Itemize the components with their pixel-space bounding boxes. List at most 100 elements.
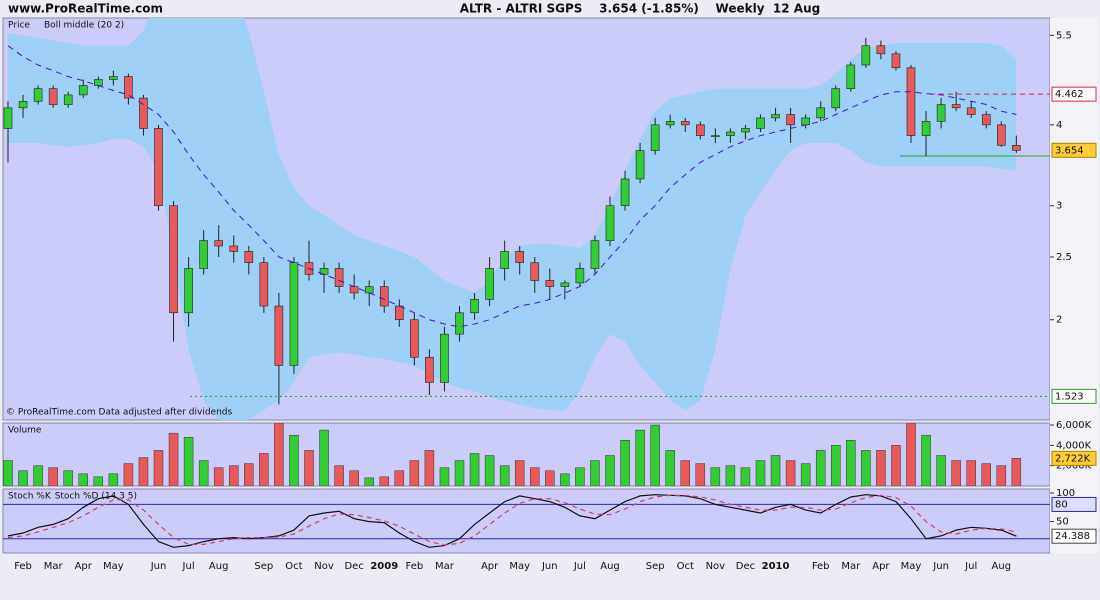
candle-body: [184, 268, 193, 314]
volume-bar: [635, 429, 645, 486]
volume-bar: [304, 450, 314, 486]
x-tick-label: Jun: [932, 561, 949, 572]
candle-body: [650, 124, 660, 151]
candle-body: [319, 268, 329, 275]
x-tick-label: Jun: [150, 561, 167, 572]
volume-bar: [63, 470, 73, 486]
label-box: [1051, 528, 1097, 544]
candle-body: [124, 76, 133, 99]
volume-bar: [499, 465, 510, 486]
volume-bar: [259, 453, 269, 486]
candle-body: [741, 128, 750, 133]
label-box: [1051, 388, 1097, 404]
candle-body: [63, 94, 73, 105]
volume-bar: [334, 465, 344, 486]
candle-body: [590, 240, 600, 269]
volume-bar: [785, 460, 796, 486]
candle-body: [605, 205, 615, 241]
x-tick-label: Nov: [314, 561, 334, 572]
candle-body: [575, 268, 585, 284]
value-label: 2,722K: [1055, 453, 1091, 464]
x-tick-label: Jul: [182, 561, 195, 572]
candle-body: [951, 104, 961, 109]
x-tick-label: Mar: [841, 561, 861, 572]
candle-body: [861, 45, 871, 66]
label-box: [1051, 86, 1097, 102]
volume-bar: [710, 467, 721, 486]
x-tick-label: Feb: [812, 561, 830, 572]
stoch-panel: [2, 488, 1051, 554]
candle-body: [289, 262, 299, 366]
legend-entry: Boll middle (20 2): [44, 21, 124, 31]
legend-price: Price: [8, 21, 30, 31]
volume-layer: [3, 423, 1022, 486]
volume-bar: [78, 473, 88, 486]
candle-body: [334, 268, 344, 287]
x-tick-label: 2009: [370, 561, 398, 572]
volume-bar: [33, 465, 43, 486]
volume-bar: [846, 440, 856, 486]
overlay: 4.462 1.523 2 2.5 3 4 5.5 3.654 Price Boll middle…: [8, 21, 1097, 572]
volume-bar: [439, 467, 450, 486]
candle-body: [425, 356, 434, 383]
volume-bar: [951, 460, 961, 486]
volume-bar: [244, 463, 254, 486]
candle-body: [244, 251, 254, 263]
x-tick-label: May: [509, 561, 530, 572]
x-tick-label: Dec: [344, 561, 363, 572]
candle-body: [695, 124, 705, 136]
chart-title: ALTR - ALTRI SGPS 3.654 (-1.85%) Weekly …: [460, 2, 820, 16]
candle-body: [981, 114, 991, 126]
panel-title: Volume: [8, 426, 42, 436]
value-label: 4.462: [1055, 89, 1084, 100]
volume-bar: [936, 455, 946, 486]
volume-bar: [740, 467, 751, 486]
volume-bar: [108, 473, 119, 486]
candle-body: [1012, 144, 1021, 151]
volume-bar: [379, 476, 389, 486]
volume-bar: [289, 434, 299, 486]
candle-body: [485, 268, 494, 300]
volume-bar: [48, 467, 58, 486]
y-tick-label: 6,000K: [1056, 420, 1092, 431]
volume-bar: [364, 477, 374, 486]
volume-bar: [560, 473, 570, 486]
candle-body: [229, 245, 239, 252]
x-tick-label: Oct: [285, 561, 302, 572]
volume-bar: [514, 460, 525, 486]
candle-body: [78, 85, 88, 96]
volume-bar: [831, 445, 841, 486]
volume-bar: [966, 460, 976, 486]
candle-body: [18, 100, 28, 109]
stoch-layer: [3, 494, 1050, 548]
site-name: www.ProRealTime.com: [8, 2, 163, 16]
volume-bar: [680, 460, 690, 486]
volume-bar: [213, 467, 224, 486]
volume-bar: [861, 450, 871, 486]
candle-body: [711, 135, 720, 137]
candle-body: [364, 286, 374, 294]
candle-body: [665, 121, 675, 126]
volume-bar: [650, 424, 660, 486]
label-box: [1051, 142, 1097, 158]
y-tick-label: 50: [1056, 517, 1069, 528]
volume-bar: [138, 457, 149, 486]
volume-bar: [921, 434, 931, 486]
volume-bar: [1011, 458, 1022, 486]
x-tick-label: Nov: [706, 561, 726, 572]
volume-bar: [469, 453, 480, 486]
candle-body: [259, 262, 269, 307]
x-tick-label: Dec: [736, 561, 755, 572]
volume-bar: [815, 450, 826, 486]
y-tick-label: 100: [1056, 488, 1075, 499]
x-tick-label: Feb: [405, 561, 423, 572]
candle-body: [394, 305, 404, 321]
candle-body: [726, 131, 735, 136]
stoch-line: [7, 494, 1017, 546]
legend-entry: Stoch %K: [8, 492, 52, 502]
x-tick-label: Jul: [573, 561, 586, 572]
candle-body: [560, 282, 570, 287]
candle-body: [906, 67, 916, 136]
volume-bar: [153, 450, 164, 486]
stoch-line: [7, 494, 1017, 548]
